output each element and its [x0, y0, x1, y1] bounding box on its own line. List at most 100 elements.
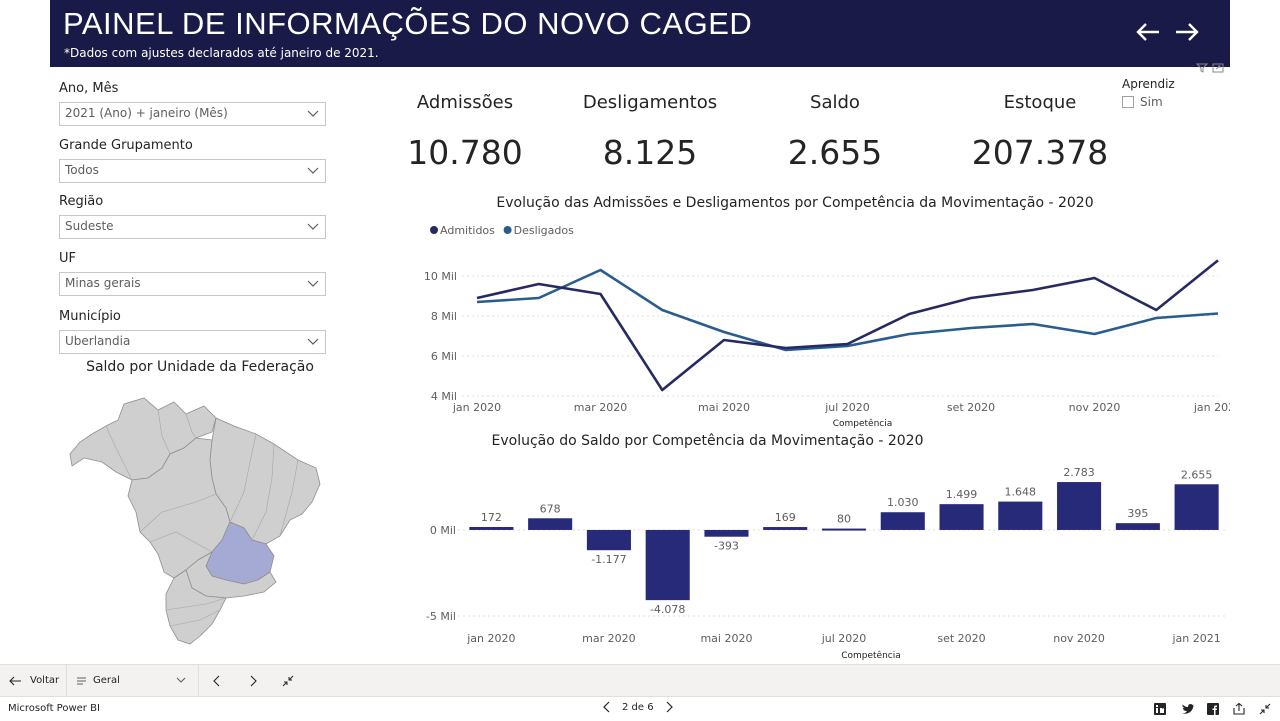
- previous-page-footer-button[interactable]: [211, 665, 223, 696]
- collapse-icon: [282, 675, 294, 686]
- kpi-admissoes: Admissões 10.780: [365, 92, 565, 172]
- report-page: PAINEL DE INFORMAÇÕES DO NOVO CAGED *Dad…: [50, 0, 1230, 664]
- list-icon: [77, 677, 86, 684]
- bar: [704, 529, 749, 537]
- canvas-gutter-right: [1230, 0, 1280, 664]
- x-tick-label: jan 2020: [452, 401, 501, 414]
- data-label: 1.499: [946, 488, 978, 501]
- aprendiz-slicer: Aprendiz Sim: [1122, 77, 1175, 109]
- data-label: 169: [775, 511, 796, 524]
- aprendiz-label: Aprendiz: [1122, 77, 1175, 91]
- linkedin-icon[interactable]: [1153, 701, 1167, 715]
- chevron-down-icon: [307, 110, 319, 117]
- x-tick-label: nov 2020: [1069, 401, 1121, 414]
- next-page-footer-button[interactable]: [247, 665, 259, 696]
- bar: [586, 529, 631, 551]
- bar: [880, 512, 925, 530]
- visual-header-icons: [1195, 58, 1224, 73]
- slicer-regiao: Região Sudeste: [59, 193, 326, 239]
- checkbox[interactable]: [1122, 96, 1134, 108]
- y-tick-label: 8 Mil: [431, 310, 457, 323]
- slicer-value: Todos: [65, 163, 99, 177]
- kpi-estoque: Estoque 207.378: [940, 92, 1140, 172]
- bar: [939, 504, 984, 530]
- slicer-label: Município: [59, 309, 121, 324]
- map-state-borders: [105, 409, 299, 627]
- legend-label: Desligados: [514, 224, 575, 237]
- header-banner: PAINEL DE INFORMAÇÕES DO NOVO CAGED *Dad…: [50, 0, 1230, 67]
- page-selector-value: Geral: [93, 675, 120, 686]
- x-tick-label: jan 2021: [1193, 401, 1230, 414]
- slicer-ano-mes: Ano, Mês 2021 (Ano) + janeiro (Mês): [59, 80, 326, 126]
- data-label: -4.078: [650, 603, 685, 616]
- brazil-map[interactable]: [66, 392, 326, 650]
- chevron-right-icon: [250, 675, 257, 686]
- slicer-grande-grupamento: Grande Grupamento Todos: [59, 137, 326, 183]
- x-tick-label: nov 2020: [1053, 632, 1105, 645]
- divider: [66, 665, 67, 696]
- bar-chart-saldo[interactable]: -5 Mil 0 Mil 172 678 -1.177 -4.078 -393 169 80 1.…: [360, 458, 1230, 663]
- line-chart-admissoes-desligamentos[interactable]: Admitidos Desligados 4 Mil 6 Mil 8 Mil 10 Mil…: [360, 220, 1230, 430]
- line-chart-title: Evolução das Admissões e Desligamentos p…: [496, 195, 1094, 211]
- y-tick-label: 0 Mil: [430, 524, 456, 537]
- slicer-dropdown[interactable]: Todos: [59, 159, 326, 183]
- data-label: -1.177: [591, 553, 626, 566]
- slicer-dropdown[interactable]: 2021 (Ano) + janeiro (Mês): [59, 102, 326, 126]
- previous-page-button[interactable]: [1133, 17, 1163, 47]
- legend-marker: [503, 226, 512, 234]
- map-region-south[interactable]: [165, 569, 227, 645]
- data-label: 395: [1127, 507, 1148, 520]
- data-label: -393: [714, 540, 739, 553]
- x-tick-label: jan 2020: [466, 632, 515, 645]
- power-bi-status-bar: Microsoft Power BI 2 de 6: [0, 696, 1280, 721]
- kpi-desligamentos: Desligamentos 8.125: [550, 92, 750, 172]
- kpi-saldo: Saldo 2.655: [735, 92, 935, 172]
- page-selector-dropdown[interactable]: Geral: [76, 665, 190, 696]
- x-tick-label: mai 2020: [698, 401, 750, 414]
- facebook-icon[interactable]: [1206, 701, 1220, 715]
- slicer-dropdown[interactable]: Minas gerais: [59, 272, 326, 296]
- focus-mode-icon[interactable]: [1212, 58, 1224, 73]
- filter-icon[interactable]: [1195, 58, 1209, 73]
- back-label: Voltar: [30, 675, 60, 686]
- next-page-button[interactable]: [1172, 17, 1202, 47]
- divider: [198, 665, 199, 696]
- chevron-right-icon: [666, 701, 673, 713]
- twitter-icon[interactable]: [1180, 701, 1194, 715]
- slicer-value: Minas gerais: [65, 276, 141, 290]
- slicer-dropdown[interactable]: Sudeste: [59, 215, 326, 239]
- bar: [998, 501, 1043, 530]
- share-icon[interactable]: [1232, 701, 1246, 715]
- slicer-label: Ano, Mês: [59, 81, 119, 96]
- chevron-left-icon: [213, 675, 220, 686]
- y-tick-label: -5 Mil: [426, 610, 456, 623]
- next-page-status-button[interactable]: [662, 700, 676, 714]
- slicer-uf: UF Minas gerais: [59, 250, 326, 296]
- data-label: 172: [481, 511, 502, 524]
- back-button[interactable]: Voltar: [8, 665, 59, 696]
- slicer-municipio: Município Uberlandia: [59, 308, 326, 354]
- fullscreen-icon[interactable]: [1258, 701, 1272, 715]
- previous-page-status-button[interactable]: [600, 700, 614, 714]
- collapse-button[interactable]: [282, 665, 294, 696]
- bar-chart-title: Evolução do Saldo por Competência da Mov…: [491, 433, 924, 449]
- y-tick-label: 6 Mil: [431, 350, 457, 363]
- x-tick-label: jul 2020: [824, 401, 870, 414]
- x-tick-label: set 2020: [947, 401, 995, 414]
- chevron-down-icon: [307, 280, 319, 287]
- page-title: PAINEL DE INFORMAÇÕES DO NOVO CAGED: [63, 6, 753, 41]
- x-axis-title: Competência: [833, 418, 893, 429]
- slicer-dropdown[interactable]: Uberlandia: [59, 330, 326, 354]
- data-label: 80: [837, 513, 851, 526]
- data-label: 1.648: [1005, 486, 1036, 499]
- chevron-left-icon: [603, 701, 610, 713]
- bar: [469, 526, 514, 530]
- legend-marker: [430, 226, 438, 234]
- x-tick-label: jan 2021: [1171, 632, 1220, 645]
- aprendiz-option-sim[interactable]: Sim: [1122, 95, 1175, 109]
- data-label: 678: [540, 502, 561, 515]
- kpi-label: Desligamentos: [582, 92, 718, 113]
- slicer-label: Região: [59, 194, 104, 209]
- series-line-desligados: [476, 268, 1219, 352]
